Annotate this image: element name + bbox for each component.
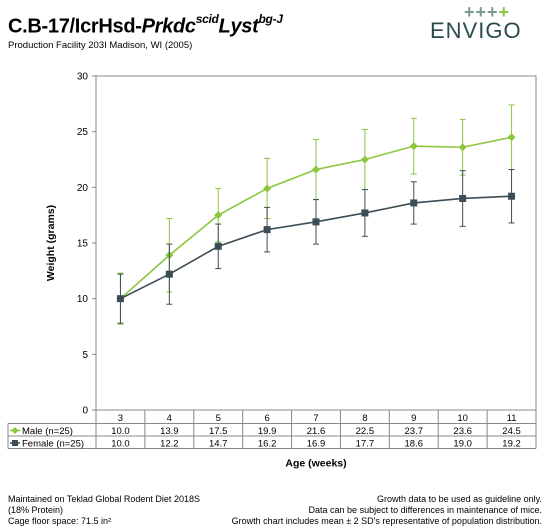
- data-point: [459, 194, 467, 202]
- legend-label: Male (n=25): [22, 426, 73, 437]
- data-table-value: 13.9: [160, 426, 179, 437]
- x-tick-label: 3: [118, 413, 123, 424]
- data-table-value: 10.0: [111, 439, 130, 450]
- footer-guideline: Growth data to be used as guideline only…: [377, 494, 542, 504]
- x-axis-label: Age (weeks): [285, 458, 346, 470]
- data-point: [507, 133, 516, 142]
- data-point: [360, 155, 369, 164]
- data-point: [508, 192, 516, 200]
- data-table-value: 16.9: [307, 439, 326, 450]
- logo-wordmark: ENVIGO: [430, 18, 522, 43]
- x-tick-label: 11: [507, 413, 517, 424]
- data-table-value: 19.9: [258, 426, 277, 437]
- x-tick-label: 6: [264, 413, 269, 424]
- footer-cage-space: Cage floor space: 71.5 in²: [8, 516, 112, 526]
- data-point: [214, 211, 223, 220]
- data-table-value: 10.0: [111, 426, 130, 437]
- y-tick-label: 5: [82, 350, 88, 361]
- title-strain: C.B-17/IcrHsd-: [8, 15, 142, 38]
- footer-maintenance: Data can be subject to differences in ma…: [308, 505, 542, 515]
- legend-marker: [11, 427, 19, 434]
- data-table-value: 24.5: [502, 426, 521, 437]
- data-table-value: 14.7: [209, 439, 228, 450]
- x-tick-label: 10: [457, 413, 468, 424]
- legend-label: Female (n=25): [22, 439, 84, 450]
- x-tick-label: 7: [313, 413, 318, 424]
- data-point: [410, 199, 418, 207]
- y-tick-label: 0: [82, 406, 88, 417]
- chart-title: C.B-17/IcrHsd-PrkdcscidLystbg-J: [8, 12, 283, 39]
- data-table-value: 23.7: [405, 426, 424, 437]
- data-table-value: 23.6: [453, 426, 472, 437]
- y-axis-label: Weight (grams): [45, 205, 57, 281]
- footer-right: Growth data to be used as guideline only…: [232, 494, 542, 527]
- y-tick-label: 25: [77, 127, 89, 138]
- data-table-value: 19.0: [453, 439, 472, 450]
- data-table-value: 16.2: [258, 439, 277, 450]
- data-table-value: 12.2: [160, 439, 179, 450]
- footer-protein: (18% Protein): [8, 505, 64, 515]
- envigo-logo: ++++ ENVIGO: [428, 2, 538, 43]
- footer-sd-note: Growth chart includes mean ± 2 SD's repr…: [231, 516, 542, 526]
- data-table-value: 19.2: [502, 439, 521, 450]
- data-point: [458, 143, 467, 152]
- legend-marker: [12, 440, 18, 446]
- y-tick-label: 20: [77, 183, 89, 194]
- data-point: [263, 226, 271, 234]
- x-tick-label: 5: [216, 413, 221, 424]
- x-tick-label: 9: [411, 413, 416, 424]
- logo-plus-icon: ++++: [464, 2, 511, 22]
- x-tick-label: 4: [167, 413, 172, 424]
- data-table-value: 21.6: [307, 426, 326, 437]
- growth-chart: 0 5 10 15 20 25 30 Weight (grams) 3 4 5 6 7 8 9 10 11 Mal…: [7, 72, 537, 470]
- data-point: [409, 142, 418, 151]
- data-table-value: 17.7: [356, 439, 375, 450]
- title-allele-bgj: bg-J: [258, 12, 283, 26]
- footer-diet: Maintained on Teklad Global Rodent Diet …: [8, 494, 200, 504]
- y-tick-label: 10: [77, 294, 89, 305]
- x-tick-label: 8: [362, 413, 367, 424]
- data-point: [165, 270, 173, 278]
- title-allele-scid: scid: [195, 12, 219, 26]
- data-point: [116, 295, 124, 303]
- footer-left: Maintained on Teklad Global Rodent Diet …: [8, 494, 200, 527]
- y-tick-label: 30: [77, 72, 89, 83]
- data-table-value: 17.5: [209, 426, 228, 437]
- data-point: [312, 218, 320, 226]
- data-point: [361, 209, 369, 217]
- data-point: [214, 242, 222, 250]
- chart-subtitle: Production Facility 203I Madison, WI (20…: [8, 40, 193, 51]
- data-table-value: 18.6: [405, 439, 424, 450]
- title-gene-lyst: Lyst: [218, 15, 259, 38]
- title-gene-prkdc: Prkdc: [141, 15, 196, 38]
- y-tick-label: 15: [77, 239, 89, 250]
- data-point: [312, 165, 320, 174]
- data-table-value: 22.5: [356, 426, 375, 437]
- data-point: [263, 184, 272, 193]
